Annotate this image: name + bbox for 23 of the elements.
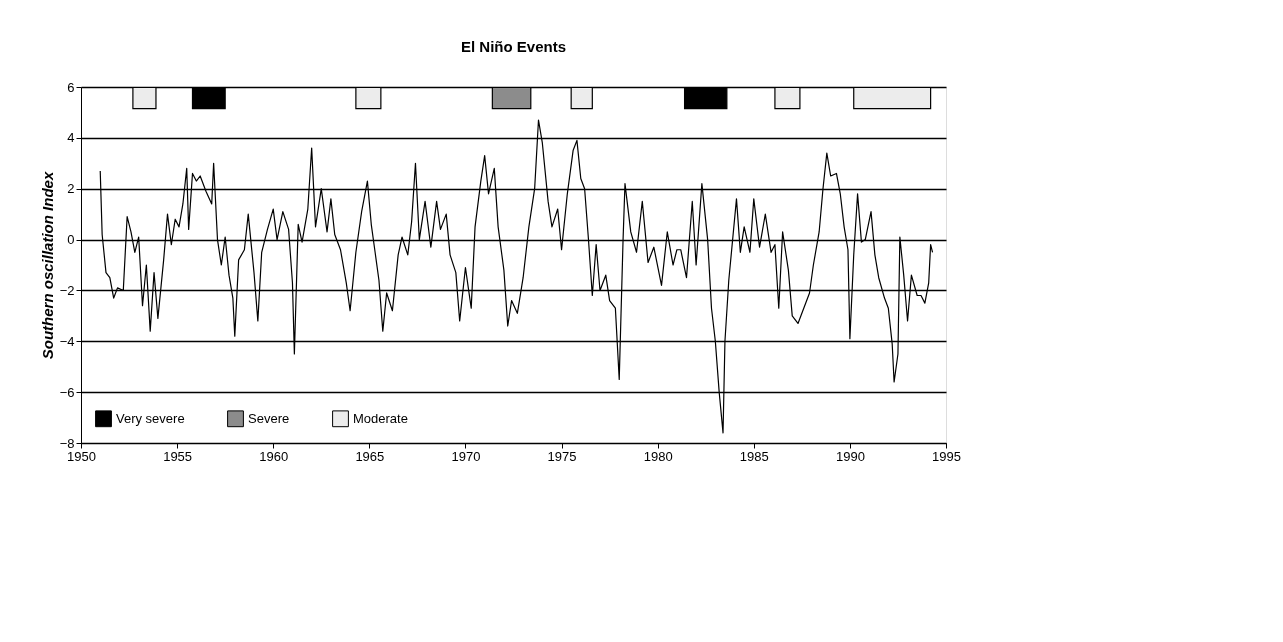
- x-tick-label: 1950: [67, 448, 96, 464]
- y-axis-title: Southern oscillation Index: [38, 171, 56, 360]
- x-tick-label: 1980: [643, 448, 673, 464]
- x-tick-label: 1990: [835, 448, 865, 464]
- y-tick-label: 4: [67, 130, 75, 146]
- y-tick-label: −4: [59, 333, 75, 349]
- x-tick-label: 1975: [547, 448, 577, 464]
- legend-label: Very severe: [116, 410, 185, 426]
- y-tick-label: 0: [67, 232, 75, 248]
- y-tick-label: −2: [59, 282, 75, 298]
- x-tick-label: 1960: [259, 448, 289, 464]
- x-tick-label: 1955: [163, 448, 193, 464]
- x-tick-label: 1985: [739, 448, 769, 464]
- legend-label: Moderate: [353, 410, 408, 426]
- chart-title: El Niño Events: [460, 38, 567, 55]
- y-tick-label: 6: [67, 79, 75, 95]
- x-tick-label: 1995: [932, 448, 961, 464]
- x-tick-label: 1965: [355, 448, 385, 464]
- y-tick-label: −8: [59, 435, 75, 451]
- y-tick-label: 2: [67, 181, 75, 197]
- x-tick-label: 1970: [451, 448, 481, 464]
- y-tick-label: −6: [59, 384, 75, 400]
- legend-label: Severe: [248, 410, 290, 426]
